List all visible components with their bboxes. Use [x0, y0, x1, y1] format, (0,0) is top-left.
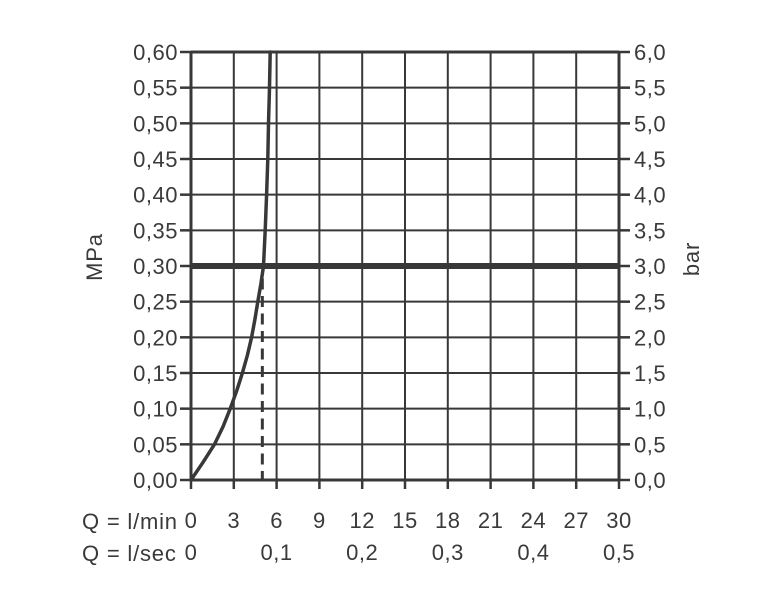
x-lsec-tick-label: 0,5: [603, 540, 635, 565]
y-left-tick-label: 0,05: [133, 432, 178, 457]
y-right-tick-label: 4,0: [634, 183, 666, 208]
y-left-tick-label: 0,25: [133, 290, 178, 315]
x-lmin-tick-label: 12: [349, 508, 374, 533]
y-right-tick-label: 5,0: [634, 111, 666, 136]
y-right-tick-label: 1,0: [634, 397, 666, 422]
y-right-tick-label: 2,5: [634, 290, 666, 315]
y-left-tick-label: 0,30: [133, 254, 178, 279]
x-lsec-tick-label: 0: [185, 540, 198, 565]
y-axis-right-unit-label: bar: [679, 241, 704, 277]
x-axis-primary-unit-label: Q = l/min: [82, 509, 178, 534]
y-axis-left-unit-label: MPa: [82, 233, 107, 281]
x-lmin-tick-label: 15: [392, 508, 417, 533]
x-lmin-tick-label: 3: [227, 508, 240, 533]
y-right-tick-label: 1,5: [634, 361, 666, 386]
y-right-tick-label: 0,5: [634, 432, 666, 457]
y-right-tick-label: 2,0: [634, 325, 666, 350]
x-lmin-tick-label: 18: [435, 508, 460, 533]
y-left-tick-label: 0,40: [133, 183, 178, 208]
y-right-tick-label: 6,0: [634, 40, 666, 65]
y-right-tick-label: 3,0: [634, 254, 666, 279]
y-left-tick-label: 0,60: [133, 40, 178, 65]
x-lsec-tick-label: 0,3: [432, 540, 464, 565]
y-right-tick-label: 5,5: [634, 76, 666, 101]
y-left-tick-label: 0,15: [133, 361, 178, 386]
y-right-tick-label: 4,5: [634, 147, 666, 172]
x-lmin-tick-label: 0: [185, 508, 198, 533]
y-left-tick-label: 0,50: [133, 111, 178, 136]
x-lsec-tick-label: 0,1: [261, 540, 293, 565]
y-right-tick-label: 0,0: [634, 468, 666, 493]
x-lsec-tick-label: 0,2: [346, 540, 378, 565]
x-axis-secondary-unit-label: Q = l/sec: [82, 541, 177, 566]
x-lmin-tick-label: 30: [606, 508, 631, 533]
y-right-tick-label: 3,5: [634, 218, 666, 243]
y-left-tick-label: 0,35: [133, 218, 178, 243]
y-left-tick-label: 0,20: [133, 325, 178, 350]
x-lmin-tick-label: 6: [270, 508, 283, 533]
y-left-tick-label: 0,10: [133, 397, 178, 422]
x-lmin-tick-label: 21: [478, 508, 503, 533]
x-lmin-tick-label: 27: [563, 508, 588, 533]
y-left-tick-label: 0,45: [133, 147, 178, 172]
x-lmin-tick-label: 24: [521, 508, 546, 533]
y-left-tick-label: 0,55: [133, 76, 178, 101]
x-lsec-tick-label: 0,4: [517, 540, 549, 565]
flow-pressure-curve: [189, 50, 272, 482]
y-left-tick-label: 0,00: [133, 468, 178, 493]
x-lmin-tick-label: 9: [313, 508, 326, 533]
